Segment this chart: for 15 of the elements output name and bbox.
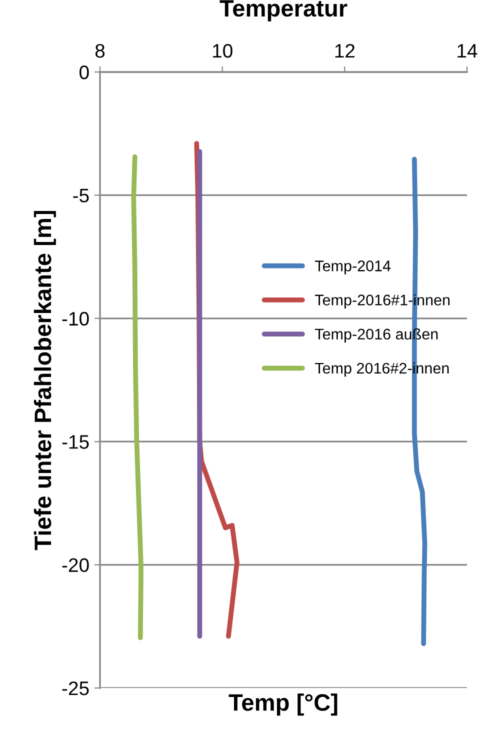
y-tick-label: -5 — [73, 188, 89, 202]
chart-title: Temperatur — [220, 0, 348, 22]
y-axis-title: Tiefe unter Pfahloberkante [m] — [34, 210, 56, 550]
y-tick-label: -20 — [62, 558, 89, 572]
y-tick-label: -25 — [62, 681, 89, 696]
x-tick-label: 10 — [213, 44, 232, 58]
legend-label: Temp-2014 — [314, 260, 391, 274]
y-tick-label: 0 — [80, 65, 89, 80]
x-axis-title: Temp [°C] — [228, 694, 338, 716]
y-tick-label: -10 — [62, 312, 89, 326]
line-series — [131, 154, 144, 640]
x-tick-label: 14 — [458, 44, 478, 58]
x-tick-label: 8 — [95, 44, 105, 58]
y-tick-label: -15 — [62, 435, 89, 449]
x-tick-label: 12 — [335, 44, 355, 58]
